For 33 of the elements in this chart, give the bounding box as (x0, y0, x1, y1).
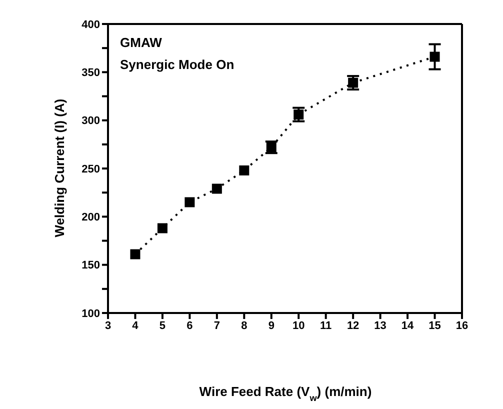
point (294, 110, 304, 120)
x-tick-label: 3 (104, 320, 112, 332)
y-axis-title: Welding Current (I) (A) (52, 98, 67, 238)
x-tick-label: 10 (292, 320, 305, 332)
x-tick-label: 7 (214, 320, 220, 332)
annotation: GMAW (120, 35, 163, 50)
x-tick-label: 4 (132, 320, 140, 332)
x-tick-label: 14 (401, 320, 415, 332)
point (184, 197, 195, 208)
x-tick-label: 12 (346, 320, 360, 332)
annotation: Synergic Mode On (120, 57, 234, 72)
y-tick-label: 400 (82, 18, 100, 31)
x-tick-label: 6 (186, 320, 193, 332)
y-tick-label: 250 (82, 163, 100, 176)
y-tick-label: 200 (82, 212, 100, 224)
x-tick-label: 8 (241, 320, 248, 332)
y-tick-label: 300 (82, 115, 100, 128)
x-tick-label: 16 (456, 320, 468, 332)
x-tick-label: 9 (268, 320, 274, 332)
x-axis-title: Wire Feed Rate (V$_{w}$) (m/min) (199, 384, 372, 403)
x-tick-label: 13 (374, 320, 386, 332)
point (157, 223, 168, 234)
x-tick-label: 11 (320, 320, 332, 332)
point (430, 52, 440, 62)
x-tick-label: 15 (428, 320, 441, 332)
y-tick-label: 350 (82, 67, 100, 80)
y-tick-label: 150 (82, 260, 100, 272)
y-tick-label: 100 (82, 308, 100, 320)
x-tick-label: 5 (159, 320, 166, 332)
point (212, 184, 222, 194)
point (239, 165, 250, 176)
point (130, 249, 140, 260)
point (348, 78, 358, 88)
